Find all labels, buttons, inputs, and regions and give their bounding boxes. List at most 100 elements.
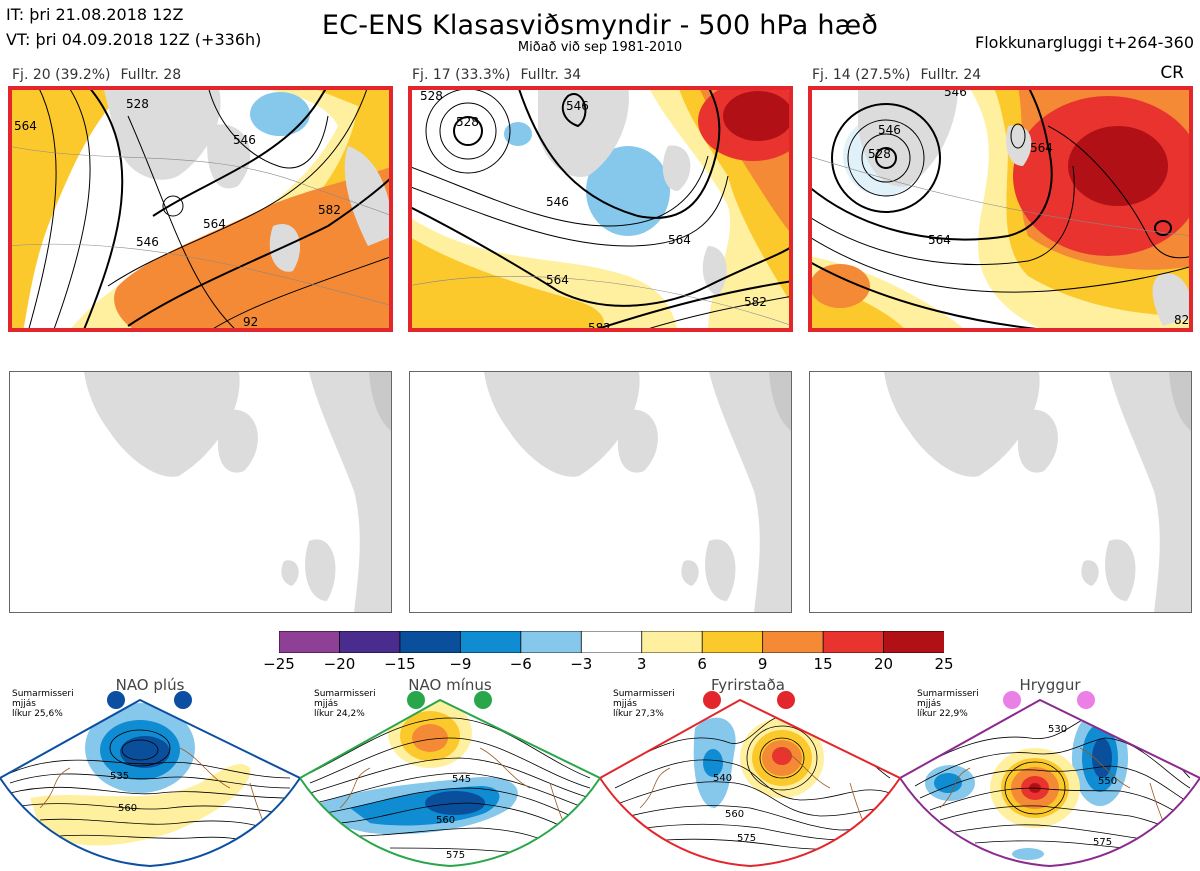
colorbar-swatch [399, 631, 462, 653]
colorbar-swatch [279, 631, 341, 653]
cluster-1-contour-label: 546 [136, 235, 159, 249]
colorbar-tick-label: 15 [813, 655, 833, 673]
cluster-1-contour-label: 528 [126, 97, 149, 111]
regime-map-nao-minus: 545 560 575 [300, 691, 600, 868]
regime-2-prob: líkur 24,2% [314, 709, 365, 719]
cluster-2-contour-label: 564 [546, 273, 569, 287]
regime-1-smooth: mjjás [12, 699, 36, 709]
cluster-3-rep: Fulltr. 24 [920, 67, 982, 83]
colorbar-swatch [459, 631, 522, 653]
cluster-map-2: 528 528 546 564 564 582 582 546 [408, 86, 793, 332]
cluster-1-count: Fj. 20 (39.2%) [12, 67, 111, 83]
colorbar-swatch [339, 631, 401, 653]
regime-1-season: Sumarmisseri [12, 689, 74, 699]
colorbar-tick-label: −9 [449, 655, 472, 673]
colorbar-tick-label: 3 [636, 655, 647, 673]
regime-2-contour: 560 [436, 815, 455, 826]
colorbar-tick-label: 20 [873, 655, 894, 673]
regime-2-contour: 575 [446, 850, 465, 861]
regime-1-info: Sumarmisseri mjjás líkur 25,6% [12, 689, 74, 719]
cluster-1-contour-label: 564 [203, 217, 226, 231]
init-time: IT: þri 21.08.2018 12Z [6, 5, 184, 24]
colorbar-tick-label: −6 [509, 655, 532, 673]
regime-3-contour: 540 [713, 773, 732, 784]
regime-map-blocking: 540 560 575 [600, 691, 900, 868]
colorbar-swatch [822, 631, 885, 653]
regime-4-prob: líkur 22,9% [917, 709, 968, 719]
cluster-1-contour-label: 92 [243, 315, 258, 329]
cluster-2-contour-label: 582 [588, 321, 611, 332]
cluster-1-label: Fj. 20 (39.2%) Fulltr. 28 [12, 67, 191, 83]
regime-3-prob: líkur 27,3% [613, 709, 664, 719]
cluster-1-rep: Fulltr. 28 [120, 67, 182, 83]
regime-4-title: Hryggur [1019, 676, 1081, 694]
classification-window: Flokkunargluggi t+264-360 [975, 33, 1194, 52]
cluster-3-contour-label: 546 [878, 123, 901, 137]
regime-3-contour: 560 [725, 809, 744, 820]
colorbar-swatch [762, 631, 824, 653]
regime-4-smooth: mjjás [917, 699, 941, 709]
cluster-map-3: 546 546 528 564 564 82 [808, 86, 1193, 332]
colorbar-tick-label: 9 [757, 655, 768, 673]
regime-1-title: NAO plús [115, 676, 185, 694]
colorbar-tick-label: −25 [263, 655, 295, 673]
cr-label: CR [1160, 63, 1184, 83]
cluster-2-contour-label: 564 [668, 233, 691, 247]
cluster-3-contour-label: 528 [868, 147, 891, 161]
page-title: EC-ENS Klasasviðsmyndir - 500 hPa hæð [321, 10, 879, 41]
empty-map-1 [9, 371, 392, 613]
regime-3-contour: 575 [737, 833, 756, 844]
regime-1-prob: líkur 25,6% [12, 709, 63, 719]
colorbar-tick-label: 6 [697, 655, 707, 673]
cluster-2-contour-label: 528 [420, 89, 443, 103]
cluster-2-contour-label: 546 [546, 195, 569, 209]
cluster-3-count: Fj. 14 (27.5%) [812, 67, 911, 83]
cluster-2-contour-label: 528 [456, 115, 479, 129]
colorbar-swatch [641, 631, 704, 653]
colorbar [279, 631, 944, 653]
valid-time: VT: þri 04.09.2018 12Z (+336h) [6, 30, 262, 49]
regime-2-season: Sumarmisseri [314, 689, 376, 699]
cluster-3-contour-label: 564 [1030, 141, 1053, 155]
regime-1-contour: 535 [110, 771, 129, 782]
regime-4-contour: 530 [1048, 724, 1067, 735]
cluster-2-contour-label: 546 [566, 99, 589, 113]
regime-3-title: Fyrirstaða [711, 676, 785, 694]
page-subtitle: Miðað við sep 1981-2010 [517, 40, 683, 55]
cluster-1-contour-label: 582 [318, 203, 341, 217]
cluster-3-contour-label: 82 [1174, 313, 1189, 327]
empty-map-2 [409, 371, 792, 613]
colorbar-tick-label: −3 [570, 655, 593, 673]
regime-3-season: Sumarmisseri [613, 689, 675, 699]
regime-3-info: Sumarmisseri mjjás líkur 27,3% [613, 689, 675, 719]
colorbar-swatch [883, 631, 944, 653]
cluster-3-label: Fj. 14 (27.5%) Fulltr. 24 [812, 67, 991, 83]
colorbar-tick-label: −20 [323, 655, 356, 673]
regime-2-title: NAO mínus [408, 676, 492, 694]
regime-4-contour: 550 [1098, 776, 1117, 787]
regime-map-ridge: 530 550 575 [900, 691, 1200, 868]
regime-1-contour: 560 [118, 803, 137, 814]
colorbar-swatch [701, 631, 764, 653]
regime-4-contour: 575 [1093, 837, 1112, 848]
cluster-map-1: 564 528 546 564 582 546 92 [8, 86, 393, 332]
cluster-2-rep: Fulltr. 34 [520, 67, 582, 83]
colorbar-tick-label: 25 [934, 655, 954, 673]
empty-map-3 [809, 371, 1192, 613]
cluster-1-contour-label: 564 [14, 119, 37, 133]
colorbar-tick-label: −15 [384, 655, 416, 673]
cluster-2-count: Fj. 17 (33.3%) [412, 67, 511, 83]
cluster-1-contour-label: 546 [233, 133, 256, 147]
regime-2-smooth: mjjás [314, 699, 338, 709]
cluster-2-contour-label: 582 [744, 295, 767, 309]
regime-2-info: Sumarmisseri mjjás líkur 24,2% [314, 689, 376, 719]
cluster-3-contour-label: 564 [928, 233, 951, 247]
colorbar-swatch [580, 631, 643, 653]
regime-3-smooth: mjjás [613, 699, 637, 709]
cluster-2-label: Fj. 17 (33.3%) Fulltr. 34 [412, 67, 591, 83]
regime-2-contour: 545 [452, 774, 471, 785]
regime-4-info: Sumarmisseri mjjás líkur 22,9% [917, 689, 979, 719]
colorbar-swatch [520, 631, 583, 653]
regime-map-nao-plus: 535 560 [0, 691, 300, 868]
regime-4-season: Sumarmisseri [917, 689, 979, 699]
